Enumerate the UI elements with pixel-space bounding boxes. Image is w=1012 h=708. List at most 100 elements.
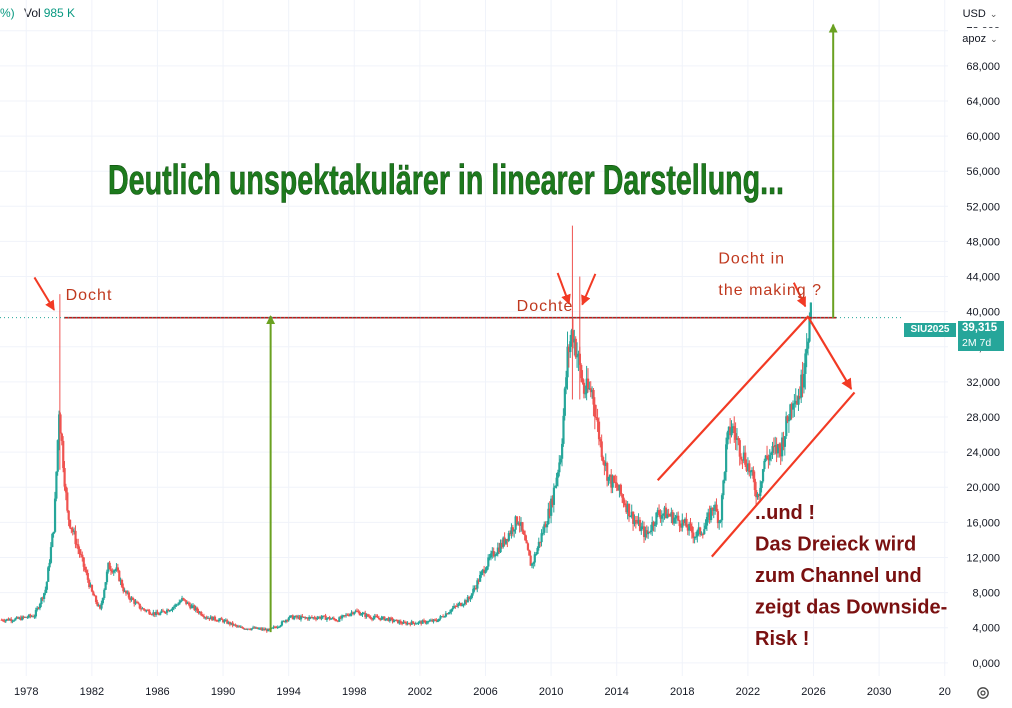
candle-body	[181, 598, 184, 601]
candle-body	[749, 470, 752, 473]
candle-body	[690, 526, 694, 533]
channel-lower-line	[710, 391, 856, 558]
y-tick-label: 8,000	[972, 588, 1000, 600]
price-tag-countdown: 2M 7d	[962, 337, 992, 349]
candle-body	[450, 609, 453, 612]
candle-body	[32, 616, 35, 618]
candle-body	[597, 421, 601, 440]
candle-body	[670, 512, 673, 517]
candle-body	[226, 620, 229, 624]
candle-body	[339, 617, 342, 619]
candle-body	[586, 378, 590, 389]
candle-body	[715, 504, 718, 512]
currency-select[interactable]: USD ⌄	[956, 3, 1004, 25]
candle-body	[75, 544, 79, 546]
candle-body	[149, 613, 152, 615]
candle-body	[100, 603, 103, 609]
candle-body	[330, 618, 333, 620]
candle-body	[466, 597, 469, 603]
candle-body	[308, 616, 311, 620]
candle-body	[604, 463, 607, 466]
candle-body	[783, 436, 787, 447]
gear-icon[interactable]	[976, 686, 990, 700]
candle-body	[301, 616, 304, 618]
candle-body	[304, 616, 307, 618]
candle-body	[566, 346, 569, 378]
candle-body	[571, 330, 575, 343]
candle-body	[473, 588, 476, 590]
candle-body	[741, 459, 744, 461]
candle-body	[772, 446, 776, 448]
candle-body	[231, 622, 234, 626]
price-tag-value: 39,315	[962, 322, 998, 334]
candle-body	[647, 531, 650, 535]
candle-body	[86, 573, 89, 580]
scale-mode-select[interactable]: apoz ⌄	[956, 28, 1004, 50]
candle-body	[735, 438, 739, 440]
candle-body	[101, 598, 104, 604]
candle-body	[373, 615, 376, 618]
candle-body	[671, 512, 674, 524]
candle-body	[503, 537, 506, 544]
candle-body	[62, 440, 65, 469]
candle-body	[74, 530, 77, 545]
candle-body	[48, 562, 51, 568]
candle-body	[216, 620, 219, 622]
candle-body	[398, 621, 401, 624]
candle-body	[634, 520, 638, 522]
candle-body	[554, 485, 557, 488]
candle-body	[412, 621, 415, 623]
candle-body	[522, 530, 525, 535]
candle-body	[573, 338, 576, 343]
candle-body	[84, 566, 87, 571]
candle-body	[781, 437, 784, 457]
candle-body	[645, 530, 648, 535]
candle-body	[145, 610, 148, 612]
candle-body	[223, 620, 226, 623]
candle-body	[748, 463, 751, 473]
candle-body	[241, 626, 244, 628]
candle-body	[320, 617, 323, 619]
candle-body	[179, 600, 182, 603]
candle-body	[509, 533, 512, 535]
candle-body	[704, 525, 707, 530]
candle-body	[186, 602, 189, 604]
candle-body	[260, 628, 263, 630]
candle-body	[800, 374, 803, 398]
candle-body	[201, 615, 204, 617]
candle-body	[88, 579, 91, 588]
candle-body	[617, 487, 620, 491]
candle-body	[387, 618, 390, 622]
candle-body	[610, 474, 613, 488]
candle-body	[401, 623, 404, 625]
candle-body	[499, 542, 502, 553]
candle-body	[220, 618, 223, 620]
candle-body	[327, 617, 330, 619]
candle-body	[463, 600, 467, 605]
candle-body	[422, 620, 426, 622]
candle-body	[68, 519, 72, 528]
callout-line: Das Dreieck wird	[755, 534, 916, 556]
candle-body	[118, 570, 121, 582]
candle-body	[342, 615, 345, 617]
candle-body	[67, 510, 70, 520]
candle-body	[129, 597, 132, 601]
candle-body	[474, 588, 478, 590]
candle-body	[380, 617, 383, 620]
y-tick-label: 20,000	[966, 482, 1000, 494]
candle-body	[325, 618, 329, 620]
candle-body	[681, 519, 684, 528]
candle-body	[115, 567, 118, 570]
candle-body	[429, 620, 433, 622]
candle-body	[465, 600, 468, 603]
candle-body	[40, 597, 43, 605]
candle-body	[38, 604, 42, 609]
candle-body	[567, 346, 571, 353]
candle-body	[227, 621, 230, 624]
candle-body	[140, 608, 143, 610]
candle-body	[228, 621, 232, 625]
candle-body	[245, 628, 248, 630]
pointer-arrow	[581, 273, 597, 306]
candle-body	[433, 619, 437, 621]
